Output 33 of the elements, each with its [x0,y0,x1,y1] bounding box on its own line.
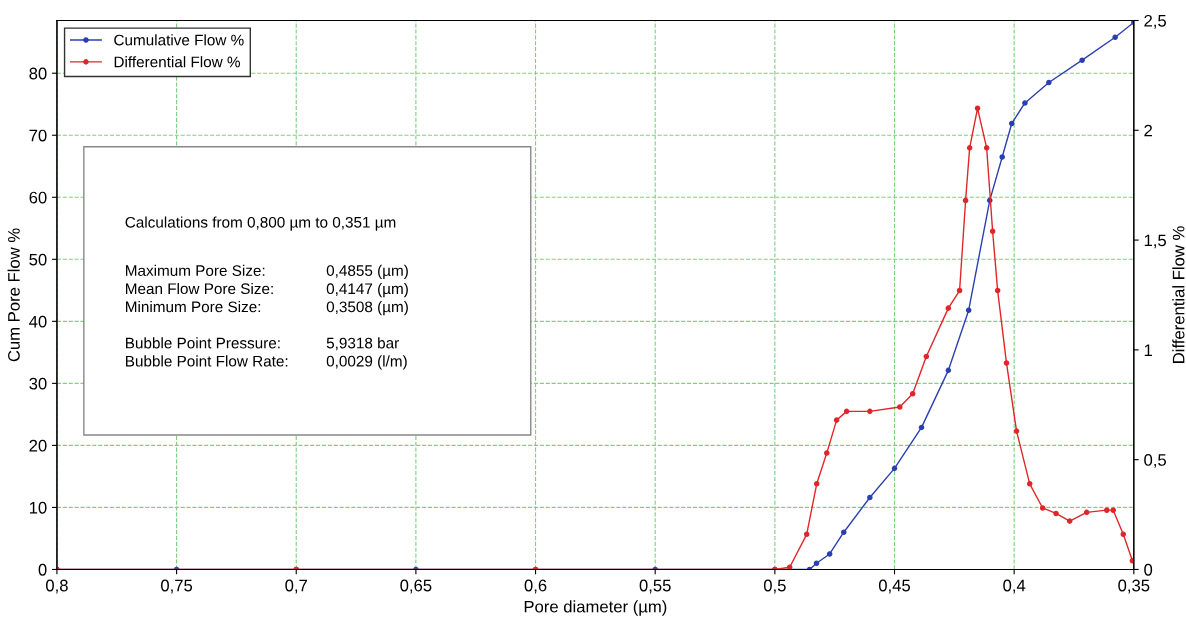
y-tick-label: 30 [29,377,47,390]
x-axis-title: Pore diameter (µm) [524,600,667,616]
y-tick-label: 50 [29,253,47,266]
y-axis-title: Cum Pore Flow % [7,228,20,362]
x-tick-label: 0,65 [400,579,432,594]
text: Maximum Pore Size: Mean Flow Pore Size: Minimum Pore Size: Bubble Point Pressure: Bubble Point Flow Rate: [126,264,288,367]
y2-tick-label: 2 [1144,124,1152,137]
y-tick-label: 60 [29,191,47,204]
x-tick-label: 0,45 [878,579,911,594]
legend-label: Differential Flow % [114,56,240,68]
x-tick-label: 0,8 [46,579,68,594]
x-tick-label: 0,7 [285,579,307,594]
y-tick-label: 10 [29,501,47,514]
y-tick-label: 0 [38,563,47,576]
x-tick-label: 0,4 [1003,579,1026,594]
text: 0,4855 (µm) 0,4147 (µm) 0,3508 (µm) 5,9318 bar 0,0029 (l/m) [326,264,408,370]
y-tick-label: 70 [29,129,47,142]
x-tick-label: 0,75 [161,579,193,594]
y2-tick-label: 2,5 [1144,14,1167,29]
x-tick-label: 0,55 [639,579,671,594]
annotation: Calculations from 0,800 µm to 0,351 µm [125,216,396,231]
y2-axis-title: Differential Flow % [1172,226,1185,363]
x-tick-label: 0,6 [524,579,547,594]
y-tick-label: 20 [29,439,47,452]
x-tick-label: 0,35 [1118,579,1150,594]
y2-tick-label: 1,5 [1144,234,1167,249]
y-tick-label: 40 [29,315,47,328]
legend-label: Cumulative Flow % [114,34,244,46]
y2-tick-label: 1 [1144,344,1152,356]
y2-tick-label: 0 [1144,563,1153,576]
y-tick-label: 80 [29,67,47,80]
y2-tick-label: 0,5 [1144,454,1167,468]
x-tick-label: 0,5 [763,579,786,594]
